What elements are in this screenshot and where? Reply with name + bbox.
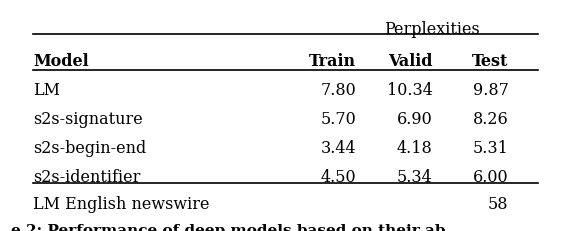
Text: 58: 58	[488, 195, 508, 212]
Text: 7.80: 7.80	[320, 82, 357, 99]
Text: 5.70: 5.70	[320, 111, 357, 128]
Text: s2s-signature: s2s-signature	[33, 111, 143, 128]
Text: s2s-identifier: s2s-identifier	[33, 168, 140, 185]
Text: 4.50: 4.50	[321, 168, 357, 185]
Text: 5.34: 5.34	[397, 168, 432, 185]
Text: 8.26: 8.26	[473, 111, 508, 128]
Text: 6.00: 6.00	[473, 168, 508, 185]
Text: Train: Train	[309, 53, 357, 70]
Text: LM: LM	[33, 82, 60, 99]
Text: 6.90: 6.90	[397, 111, 432, 128]
Text: 5.31: 5.31	[473, 140, 508, 156]
Text: e 2: Performance of deep models based on their ab: e 2: Performance of deep models based on…	[11, 223, 446, 231]
Text: 9.87: 9.87	[473, 82, 508, 99]
Text: LM English newswire: LM English newswire	[33, 195, 209, 212]
Text: s2s-begin-end: s2s-begin-end	[33, 140, 146, 156]
Text: Valid: Valid	[388, 53, 432, 70]
Text: Model: Model	[33, 53, 89, 70]
Text: 4.18: 4.18	[397, 140, 432, 156]
Text: 3.44: 3.44	[321, 140, 357, 156]
Text: Test: Test	[472, 53, 508, 70]
Text: 10.34: 10.34	[387, 82, 432, 99]
Text: Perplexities: Perplexities	[384, 21, 481, 38]
